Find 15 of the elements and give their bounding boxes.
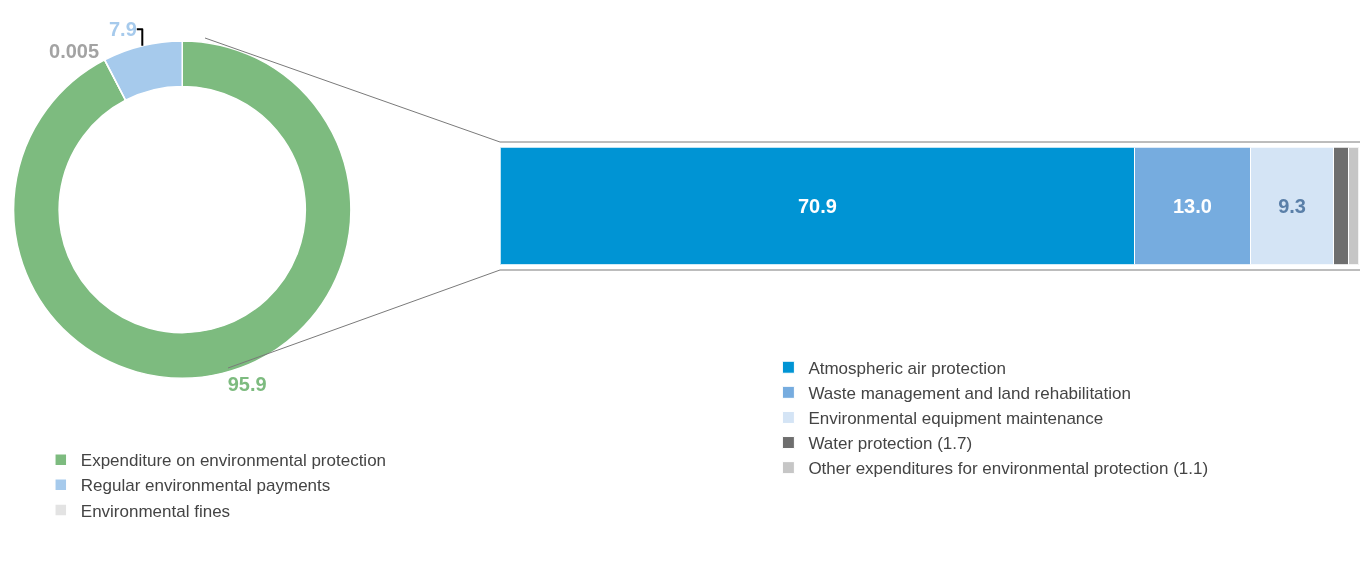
data-label: 13.0 — [1172, 195, 1212, 218]
donut-slice — [13, 40, 352, 379]
data-label: 95.9 — [227, 372, 267, 395]
legend-label: Expenditure on environmental protection — [80, 451, 387, 471]
data-label: 7.9 — [108, 18, 137, 41]
legend-label: Atmospheric air protection — [808, 358, 1006, 378]
legend-label: Regular environmental payments — [80, 476, 331, 496]
data-label: 9.3 — [1278, 195, 1306, 218]
legend-label: Environmental fines — [80, 501, 231, 521]
legend-label: Environmental equipment maintenance — [808, 409, 1104, 429]
legend-label: Water protection (1.7) — [808, 434, 973, 454]
legend-label: Other expenditures for environmental protection (1.1) — [808, 459, 1209, 479]
legend-label: Waste management and land rehabilitation — [808, 383, 1131, 403]
data-label: 70.9 — [797, 195, 837, 218]
data-label: 0.005 — [49, 40, 100, 63]
